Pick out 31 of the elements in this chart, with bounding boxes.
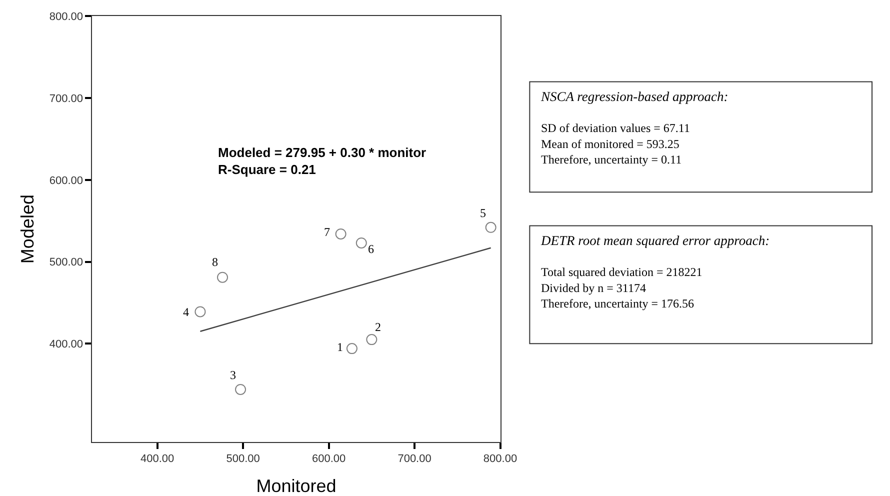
- point: [356, 237, 367, 248]
- text: DETR root mean squared error approach: Total squared deviation = 218221 Divided by n = 31174 Therefore, uncertainty = 176.56: [541, 233, 770, 310]
- annotation: 6: [368, 242, 374, 256]
- x-tick-label: 500.00: [226, 453, 260, 466]
- annotation: 1: [337, 340, 343, 354]
- annotation: 3: [230, 368, 236, 382]
- y-axis-title: Modeled: [18, 194, 38, 264]
- point: [346, 343, 358, 354]
- x-axis-title: Monitored: [256, 476, 336, 496]
- point: [366, 334, 378, 346]
- x-tick-label: 700.00: [398, 453, 432, 466]
- point: [485, 222, 496, 233]
- point: [217, 272, 228, 283]
- annotation: Modeled = 279.95 + 0.30 * monitor R-Square = 0.21: [218, 145, 426, 177]
- point: [194, 306, 206, 318]
- y-tick-label: 700.00: [49, 92, 84, 105]
- text: NSCA regression-based approach: SD of deviation values = 67.11 Mean of monitored = 593.25 Therefore, uncertainty = 0.11: [541, 89, 728, 166]
- annotation: 5: [480, 206, 486, 220]
- x-tick-label: 600.00: [312, 453, 346, 466]
- annotation: 4: [183, 305, 189, 319]
- y-tick-label: 400.00: [49, 338, 84, 350]
- x-tick-label: 400.00: [140, 453, 174, 466]
- y-tick-label: 500.00: [49, 256, 84, 269]
- annotation: 2: [375, 320, 381, 334]
- point: [235, 384, 246, 395]
- annotation: 8: [212, 255, 218, 269]
- y-tick-label: 600.00: [49, 174, 84, 187]
- annotation: 7: [324, 225, 330, 239]
- x-tick-label: 800.00: [483, 453, 518, 466]
- point: [335, 228, 346, 240]
- y-tick-label: 800.00: [49, 11, 84, 24]
